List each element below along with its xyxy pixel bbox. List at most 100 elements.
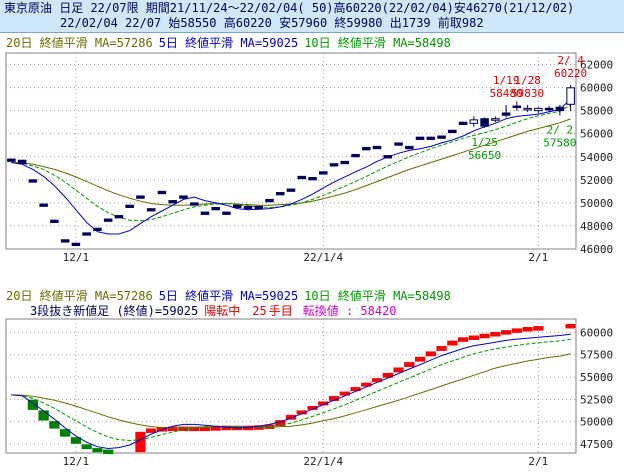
- candle-body: [179, 195, 188, 199]
- down-block: [38, 409, 50, 422]
- x-tick-label: 22/1/4: [303, 455, 343, 468]
- candle-body: [534, 107, 543, 112]
- candle-body: [7, 158, 16, 162]
- step-count-unit: 手目: [268, 304, 293, 318]
- candle-body: [232, 204, 242, 208]
- candle-body: [146, 208, 156, 212]
- candle-body: [211, 206, 220, 211]
- candle-body: [329, 163, 339, 167]
- x-tick-label: 2/1: [528, 455, 548, 468]
- up-block: [478, 333, 491, 339]
- candle-body: [501, 112, 511, 116]
- candle-body: [394, 142, 403, 146]
- candle-body: [544, 107, 554, 111]
- candle-body: [458, 121, 468, 125]
- down-block: [27, 399, 39, 411]
- header-ohlc-line: 22/02/04 22/07 始58550 高60220 安57960 終599…: [60, 16, 484, 30]
- candle-body: [200, 211, 210, 215]
- up-block: [468, 335, 480, 341]
- candle-body: [93, 227, 102, 232]
- candle-body: [50, 219, 59, 223]
- up-block: [134, 431, 147, 453]
- candle-body: [308, 177, 317, 181]
- reversal-value: 転換値 : 58420: [302, 304, 397, 318]
- peak-date-label: 1/19: [493, 74, 520, 87]
- candle-body: [39, 203, 48, 207]
- legend-ma20: 20日 終値平滑 MA=57286: [6, 36, 153, 50]
- peak-date-label: 2/ 4: [557, 54, 584, 67]
- up-block: [435, 345, 448, 352]
- y-tick-label: 48000: [580, 220, 613, 233]
- chart-header: 東京原油 日足 22/07限 期間21/11/24～22/02/04( 50)高…: [0, 0, 624, 33]
- candle-body: [362, 147, 371, 151]
- candle-body: [319, 171, 328, 175]
- peak-date-label: 1/28: [514, 74, 541, 87]
- candlestick-chart[interactable]: 46000 48000 50000 52000 54000 56000 58000 60000…: [0, 33, 624, 271]
- three-line-break-chart[interactable]: 47500 50000 52500 55000 57500 60000 12/1 22/1/4…: [0, 285, 624, 475]
- candle-body: [405, 145, 414, 150]
- candle-body: [426, 136, 436, 140]
- down-block: [91, 447, 104, 454]
- candle-body: [28, 179, 38, 183]
- up-block: [285, 414, 297, 421]
- plot-frame: [5, 52, 577, 250]
- legend-ma10: 10日 終値平滑 MA=58498: [304, 36, 451, 50]
- up-block: [296, 409, 308, 415]
- candle-body: [114, 215, 124, 219]
- up-block: [457, 336, 469, 343]
- y-tick-label: 56000: [580, 128, 613, 141]
- candle-body: [125, 204, 134, 208]
- y-tick-label: 50000: [580, 416, 613, 429]
- down-block: [70, 436, 82, 445]
- up-block: [500, 329, 512, 336]
- candle-body: [512, 105, 522, 109]
- header-summary-line: 東京原油 日足 22/07限 期間21/11/24～22/02/04( 50)高…: [4, 1, 575, 15]
- candle-body: [60, 239, 70, 243]
- candle-body: [286, 188, 296, 192]
- candle-body: [469, 119, 479, 124]
- candle-body: [17, 159, 27, 165]
- candle-body: [275, 192, 285, 196]
- peak-value-label: 58480: [490, 87, 523, 100]
- plot-frame: [5, 318, 577, 454]
- y-tick-label: 52000: [580, 174, 613, 187]
- up-block: [414, 356, 426, 363]
- y-tick-label: 52500: [580, 393, 613, 406]
- candle-body: [136, 195, 145, 199]
- up-block: [317, 400, 329, 406]
- up-block: [382, 372, 394, 379]
- candle-body: [168, 200, 177, 204]
- legend-ma5: 5日 終値平滑 MA=59025: [158, 36, 299, 50]
- ma10-line: [11, 104, 571, 222]
- ma5-line: [11, 98, 571, 235]
- candle-body: [71, 242, 81, 247]
- trough-date-label: 1/25: [471, 136, 498, 149]
- reversal-status: 陽転中: [204, 304, 241, 318]
- ma5-line-bottom: [11, 333, 571, 450]
- candle-body: [415, 136, 425, 140]
- x-tick-label: 2/1: [528, 251, 548, 264]
- x-tick-label: 22/1/4: [303, 251, 343, 264]
- y-tick-label: 55000: [580, 371, 613, 384]
- y-tick-label: 47500: [580, 438, 613, 451]
- ma20-line-bottom: [11, 353, 571, 429]
- y-tick-label: 58000: [580, 105, 613, 118]
- candle-body: [383, 155, 393, 159]
- peak-value-label: 59830: [511, 87, 544, 100]
- up-block: [392, 366, 405, 373]
- three-line-break-label: 3段抜き新値足 (終値)=59025: [30, 304, 199, 318]
- candle-body: [566, 87, 575, 105]
- candle-body: [189, 202, 199, 206]
- up-block: [489, 331, 501, 337]
- legend-ma20-bottom: 20日 終値平滑 MA=57286: [6, 289, 153, 303]
- legend-ma5-bottom: 5日 終値平滑 MA=59025: [158, 289, 299, 303]
- candle-body: [265, 198, 274, 203]
- candle-body: [448, 129, 457, 134]
- up-block: [403, 361, 415, 368]
- ma10-line-bottom: [11, 338, 571, 442]
- up-block: [446, 340, 458, 347]
- candle-body: [254, 205, 263, 210]
- up-block: [532, 325, 544, 332]
- up-block: [521, 326, 534, 333]
- down-block: [81, 443, 93, 450]
